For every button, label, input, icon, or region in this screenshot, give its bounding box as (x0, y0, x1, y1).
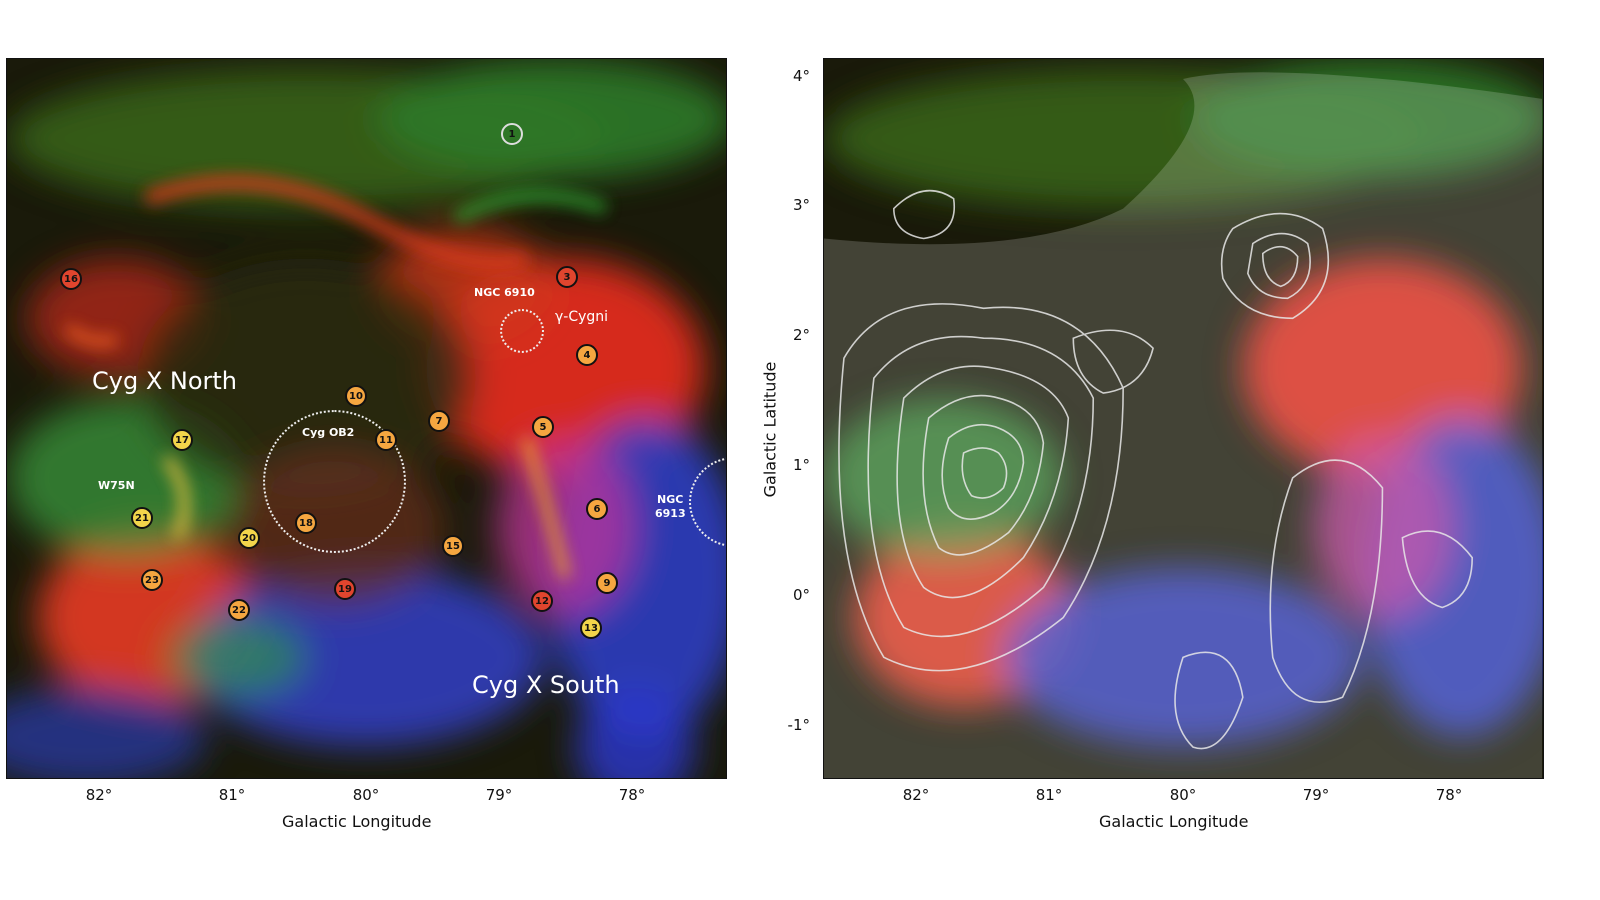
region-label-gamma-cygni: γ-Cygni (555, 309, 609, 325)
source-marker-19: 19 (334, 578, 356, 600)
source-marker-21: 21 (131, 507, 153, 529)
source-marker-12: 12 (531, 590, 553, 612)
y-tick-1: 1° (792, 456, 810, 474)
source-marker-9: 9 (596, 572, 618, 594)
source-marker-1: 1 (501, 123, 523, 145)
y-tick-m1: -1° (787, 716, 810, 734)
y-tick-3: 3° (792, 196, 810, 214)
region-label-ngc6910: NGC 6910 (474, 286, 535, 299)
region-label-ngc6913-line2: 6913 (655, 507, 686, 520)
region-label-cyg-x-north: Cyg X North (92, 367, 238, 395)
source-marker-22: 22 (228, 599, 250, 621)
left-x-tick-80: 80° (352, 786, 380, 804)
left-x-tick-78: 78° (618, 786, 646, 804)
region-label-ngc6913-line1: NGC (657, 493, 684, 506)
source-marker-3: 3 (556, 266, 578, 288)
right-nebula-image (824, 59, 1543, 778)
region-label-w75n: W75N (98, 479, 135, 492)
source-marker-17: 17 (171, 429, 193, 451)
source-marker-5: 5 (532, 416, 554, 438)
right-x-tick-80: 80° (1169, 786, 1197, 804)
source-marker-16: 16 (60, 268, 82, 290)
source-marker-15: 15 (442, 535, 464, 557)
source-marker-13: 13 (580, 617, 602, 639)
source-marker-11: 11 (375, 429, 397, 451)
ngc6910-circle (500, 309, 544, 353)
region-label-cyg-x-south: Cyg X South (472, 671, 620, 699)
right-x-tick-81: 81° (1035, 786, 1063, 804)
left-nebula-image (7, 59, 726, 778)
source-marker-6: 6 (586, 498, 608, 520)
source-marker-7: 7 (428, 410, 450, 432)
y-tick-2: 2° (792, 326, 810, 344)
left-x-tick-82: 82° (85, 786, 113, 804)
source-marker-10: 10 (345, 385, 367, 407)
source-marker-20: 20 (238, 527, 260, 549)
source-marker-4: 4 (576, 344, 598, 366)
right-x-tick-78: 78° (1435, 786, 1463, 804)
right-x-tick-79: 79° (1302, 786, 1330, 804)
y-axis-label: Galactic Latitude (760, 361, 780, 498)
source-marker-23: 23 (141, 569, 163, 591)
left-x-tick-79: 79° (485, 786, 513, 804)
y-tick-4: 4° (792, 67, 810, 85)
left-composite-image: Cyg X North Cyg X South NGC 6910 γ-Cygni… (6, 58, 727, 779)
y-tick-0: 0° (792, 586, 810, 604)
right-x-tick-82: 82° (902, 786, 930, 804)
right-composite-image-with-contours (823, 58, 1544, 779)
cyg-ob2-circle (263, 410, 406, 553)
right-x-axis-label: Galactic Longitude (1099, 812, 1249, 831)
left-x-axis-label: Galactic Longitude (282, 812, 432, 831)
left-x-tick-81: 81° (218, 786, 246, 804)
source-marker-18: 18 (295, 512, 317, 534)
